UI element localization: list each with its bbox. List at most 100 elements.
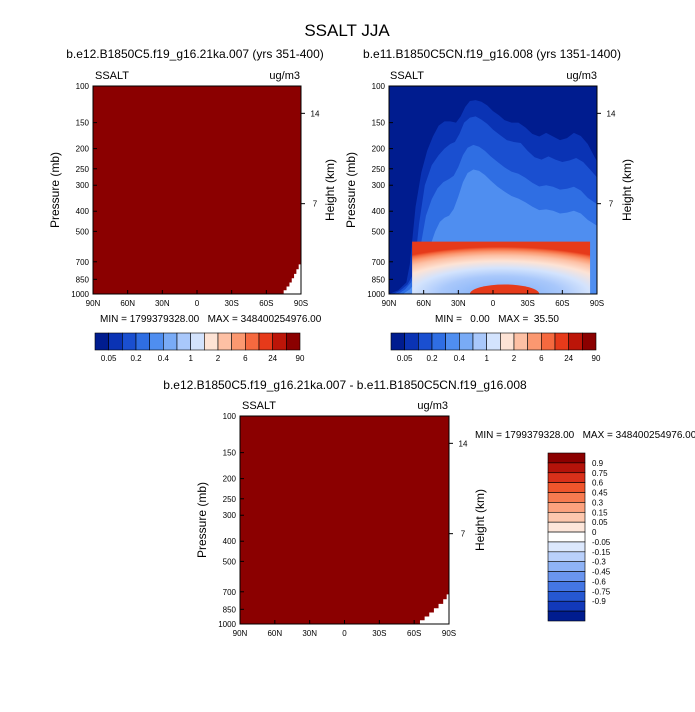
colorbar-swatch	[149, 332, 164, 351]
colorbar-swatch	[547, 541, 586, 553]
colorbar-label: 0.3	[592, 498, 604, 507]
colorbar-label: 24	[268, 354, 277, 363]
colorbar-swatch	[272, 332, 287, 351]
y-axis-right-label: Height (km)	[323, 159, 337, 221]
y-axis-right-label: Height (km)	[620, 159, 634, 221]
colorbar-label: -0.9	[592, 597, 606, 606]
y-axis-right: 14 7	[597, 109, 616, 209]
colorbar-label: 2	[216, 354, 221, 363]
y-tick-label: 850	[76, 275, 90, 284]
colorbar-swatch	[431, 332, 446, 351]
x-axis: 90N 60N 30N 0 30S 60S 90S	[233, 620, 456, 638]
colorbar-swatch	[568, 332, 583, 351]
colorbar-swatch	[500, 332, 515, 351]
colorbar-label: 0.05	[101, 354, 117, 363]
colorbar-swatch	[541, 332, 556, 351]
colorbar-swatch	[547, 551, 586, 563]
x-tick-label: 30N	[302, 629, 317, 638]
y-tick-label: 150	[372, 119, 386, 128]
y-tick-label: 150	[223, 449, 237, 458]
y-tick-label: 1000	[218, 620, 236, 629]
panel-left-label: SSALT	[242, 400, 276, 412]
x-tick-label: 30N	[451, 299, 466, 308]
colorbar-label: 2	[512, 354, 517, 363]
y-tick-label: 850	[223, 605, 237, 614]
colorbar-swatch	[547, 521, 586, 533]
near-surface-maximum	[469, 284, 540, 294]
colorbar-label: 0.4	[454, 354, 466, 363]
y-right-tick-label: 14	[607, 109, 616, 118]
x-tick-label: 90N	[233, 629, 248, 638]
colorbar-swatch	[459, 332, 474, 351]
colorbar: 0.05 0.2 0.4 1 2 6 24 90	[390, 332, 601, 363]
y-tick-label: 100	[223, 412, 237, 421]
x-axis: 90N 60N 30N 0 30S 60S 90S	[86, 290, 308, 308]
x-tick-label: 0	[491, 299, 496, 308]
panel-title: b.e12.B1850C5.f19_g16.21ka.007 - b.e11.B…	[163, 378, 527, 392]
panel-left-label: SSALT	[95, 70, 129, 82]
y-tick-label: 1000	[367, 290, 385, 299]
y-tick-label: 250	[223, 495, 237, 504]
min-max-stats: MIN = 1799379328.00 MAX = 348400254976.0…	[100, 314, 322, 325]
colorbar-label: 0	[592, 528, 597, 537]
colorbar-label: 0.2	[426, 354, 438, 363]
x-tick-label: 0	[342, 629, 347, 638]
y-axis: 100 150 200 250 300 400 500 700 850 1000	[367, 82, 393, 299]
min-max-stats: MIN = 1799379328.00 MAX = 348400254976.0…	[475, 430, 695, 441]
colorbar-swatch	[418, 332, 433, 351]
x-tick-label: 90S	[294, 299, 308, 308]
colorbar-label: 0.45	[592, 489, 608, 498]
colorbar-label: 0.75	[592, 469, 608, 478]
colorbar-label: 6	[539, 354, 544, 363]
y-axis-label: Pressure (mb)	[344, 152, 358, 228]
colorbar-swatch	[190, 332, 205, 351]
colorbar-swatch	[258, 332, 273, 351]
colorbar-swatch	[176, 332, 191, 351]
x-tick-label: 60S	[407, 629, 421, 638]
y-tick-label: 300	[76, 181, 90, 190]
panel-left-label: SSALT	[390, 70, 424, 82]
colorbar-swatch	[122, 332, 137, 351]
colorbar-swatch	[472, 332, 487, 351]
y-tick-label: 700	[372, 258, 386, 267]
y-tick-label: 500	[76, 227, 90, 236]
colorbar-label: 0.15	[592, 508, 608, 517]
y-tick-label: 700	[223, 588, 237, 597]
colorbar-swatch	[108, 332, 123, 351]
y-tick-label: 400	[76, 207, 90, 216]
y-tick-label: 500	[372, 227, 386, 236]
panel-top-left: b.e12.B1850C5.f19_g16.21ka.007 (yrs 351-…	[48, 47, 337, 363]
y-tick-label: 200	[76, 145, 90, 154]
panel-units-label: ug/m3	[269, 70, 300, 82]
colorbar-label: -0.75	[592, 587, 611, 596]
y-tick-label: 200	[223, 475, 237, 484]
colorbar-swatch	[527, 332, 542, 351]
colorbar: 0.90.750.60.450.30.150.050-0.05-0.15-0.3…	[547, 452, 611, 622]
colorbar-label: 6	[243, 354, 248, 363]
y-right-tick-label: 7	[313, 200, 318, 209]
saturated-field	[93, 86, 301, 294]
x-tick-label: 60N	[267, 629, 282, 638]
contour-field	[389, 86, 597, 294]
colorbar-swatch	[547, 600, 586, 612]
y-axis-right: 14 7	[449, 439, 468, 539]
colorbar-swatch	[582, 332, 597, 351]
x-tick-label: 60N	[416, 299, 431, 308]
colorbar-swatch	[547, 502, 586, 513]
colorbar-label: -0.05	[592, 538, 611, 547]
y-tick-label: 250	[76, 165, 90, 174]
colorbar-swatch	[547, 462, 586, 474]
colorbar-label: -0.15	[592, 548, 611, 557]
y-axis-label: Pressure (mb)	[48, 152, 62, 228]
colorbar-swatch	[547, 472, 586, 483]
colorbar-label: 1	[188, 354, 193, 363]
colorbar-swatch	[547, 591, 586, 602]
colorbar-swatch	[404, 332, 419, 351]
y-tick-label: 200	[372, 145, 386, 154]
y-right-tick-label: 14	[459, 439, 468, 448]
y-axis-right-label: Height (km)	[473, 489, 487, 551]
colorbar-swatch	[547, 511, 586, 523]
colorbar-label: 24	[564, 354, 573, 363]
y-axis: 100 150 200 250 300 400 500 700 850 1000	[218, 412, 244, 629]
panel-top-right: b.e11.B1850C5CN.f19_g16.008 (yrs 1351-14…	[344, 47, 634, 363]
